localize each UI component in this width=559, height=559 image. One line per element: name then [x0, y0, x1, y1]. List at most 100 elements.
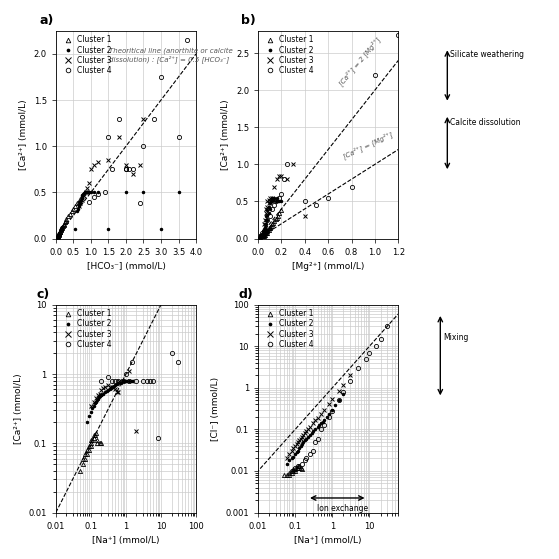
Cluster 1: [55, 231, 62, 238]
Cluster 4: [269, 206, 276, 212]
Cluster 4: [299, 460, 305, 467]
Cluster 2: [78, 196, 84, 203]
Line: Cluster 2: Cluster 2: [258, 196, 283, 237]
Cluster 2: [270, 197, 277, 203]
Cluster 1: [59, 224, 65, 231]
Cluster 1: [256, 234, 263, 241]
Cluster 1: [290, 466, 297, 472]
Cluster 1: [55, 231, 61, 238]
Cluster 3: [292, 443, 299, 449]
Cluster 2: [259, 228, 266, 235]
Cluster 1: [62, 217, 69, 224]
Text: c): c): [36, 287, 49, 301]
Cluster 1: [58, 226, 64, 233]
Cluster 3: [318, 410, 324, 417]
Cluster 4: [122, 371, 129, 377]
Cluster 4: [115, 377, 121, 384]
Cluster 4: [184, 37, 191, 44]
Cluster 4: [355, 364, 362, 371]
Cluster 1: [80, 455, 87, 462]
Cluster 4: [147, 377, 154, 384]
Cluster 4: [301, 457, 308, 464]
Cluster 1: [56, 231, 63, 238]
Cluster 2: [299, 440, 305, 447]
Cluster 3: [286, 451, 293, 458]
Cluster 3: [94, 159, 101, 165]
Cluster 3: [88, 166, 94, 173]
Cluster 1: [276, 210, 282, 217]
Cluster 3: [122, 377, 129, 384]
Cluster 2: [102, 389, 108, 395]
Cluster 4: [301, 198, 308, 205]
Cluster 1: [93, 430, 100, 437]
Cluster 2: [262, 226, 268, 233]
Cluster 1: [264, 229, 271, 236]
Cluster 3: [263, 206, 269, 212]
Cluster 2: [264, 217, 271, 224]
Cluster 1: [61, 220, 68, 227]
Cluster 4: [125, 377, 132, 384]
Cluster 2: [93, 398, 100, 405]
Cluster 2: [323, 414, 330, 420]
Cluster 2: [314, 424, 321, 430]
Cluster 3: [77, 200, 84, 207]
Cluster 1: [68, 207, 75, 214]
Cluster 2: [268, 198, 274, 205]
Cluster 4: [313, 202, 320, 209]
Cluster 3: [262, 217, 268, 224]
Cluster 2: [108, 383, 115, 390]
Cluster 3: [271, 183, 278, 190]
Line: Cluster 3: Cluster 3: [285, 373, 352, 461]
Line: Cluster 3: Cluster 3: [76, 116, 146, 209]
Cluster 2: [309, 430, 315, 437]
Cluster 1: [86, 443, 93, 450]
Cluster 2: [82, 189, 89, 196]
Cluster 1: [274, 212, 281, 219]
Cluster 4: [295, 463, 301, 470]
Cluster 4: [383, 323, 390, 330]
Cluster 1: [53, 234, 60, 241]
Cluster 4: [329, 408, 335, 414]
Cluster 1: [263, 230, 269, 237]
Cluster 3: [265, 197, 272, 203]
Cluster 1: [91, 434, 97, 441]
Cluster 1: [58, 226, 64, 233]
Cluster 2: [75, 203, 82, 210]
Cluster 2: [269, 195, 276, 201]
Cluster 1: [299, 466, 305, 472]
Cluster 1: [88, 440, 94, 447]
Cluster 3: [267, 198, 273, 205]
Cluster 3: [115, 389, 121, 395]
Cluster 1: [65, 213, 72, 220]
Cluster 2: [91, 189, 98, 196]
Cluster 1: [295, 465, 301, 471]
Line: Cluster 1: Cluster 1: [54, 197, 83, 240]
Cluster 1: [56, 229, 63, 235]
Cluster 2: [97, 391, 104, 398]
Text: Silicate weathering: Silicate weathering: [450, 50, 524, 59]
Cluster 1: [75, 198, 82, 205]
Cluster 4: [347, 377, 353, 384]
Cluster 1: [260, 232, 267, 239]
Cluster 2: [83, 189, 89, 196]
Cluster 1: [94, 440, 101, 447]
Cluster 2: [97, 393, 103, 400]
Cluster 2: [262, 220, 268, 227]
Cluster 2: [92, 400, 98, 406]
Cluster 1: [263, 228, 269, 235]
Cluster 1: [260, 231, 267, 238]
Text: [Ca²⁺] = 2 [Mg²⁺]: [Ca²⁺] = 2 [Mg²⁺]: [337, 35, 382, 87]
Y-axis label: [Ca²⁺] (mmol/L): [Ca²⁺] (mmol/L): [19, 100, 28, 170]
Line: Cluster 4: Cluster 4: [259, 32, 400, 235]
Cluster 1: [265, 225, 272, 231]
Cluster 2: [94, 395, 101, 402]
Cluster 1: [89, 437, 96, 444]
Cluster 1: [55, 231, 61, 238]
Cluster 1: [54, 233, 61, 240]
Cluster 3: [273, 176, 280, 183]
Cluster 4: [321, 421, 328, 428]
Cluster 2: [267, 206, 273, 212]
Cluster 1: [92, 432, 98, 439]
Cluster 1: [58, 225, 64, 232]
Cluster 2: [107, 386, 113, 393]
